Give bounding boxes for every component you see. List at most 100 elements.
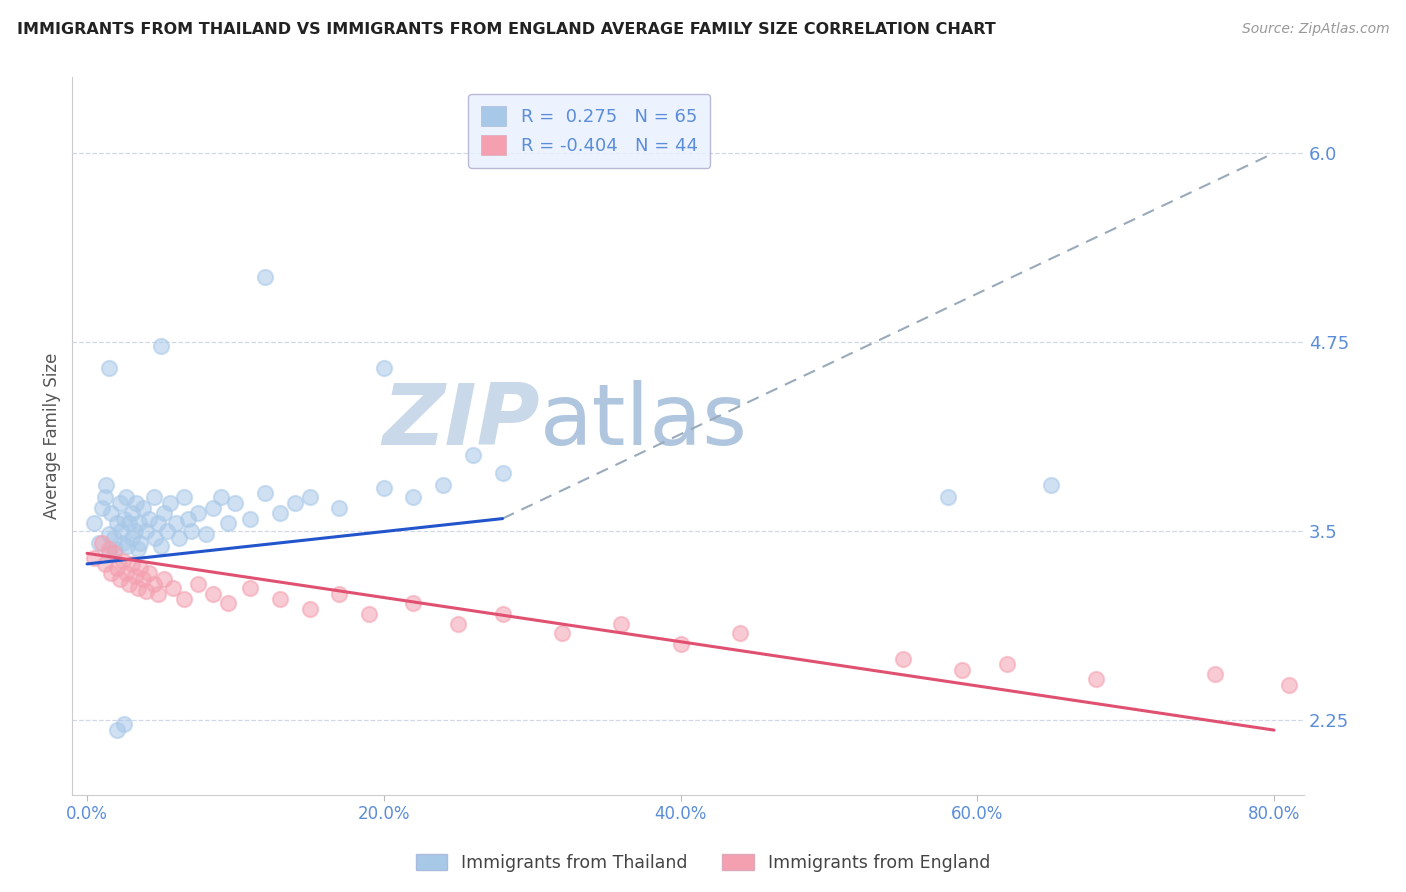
Text: IMMIGRANTS FROM THAILAND VS IMMIGRANTS FROM ENGLAND AVERAGE FAMILY SIZE CORRELAT: IMMIGRANTS FROM THAILAND VS IMMIGRANTS F…: [17, 22, 995, 37]
Point: [202, 587, 225, 601]
Point: [117, 516, 139, 530]
Point: [114, 491, 136, 505]
Point: [402, 491, 425, 505]
Point: [132, 572, 155, 586]
Point: [491, 607, 513, 621]
Point: [114, 566, 136, 580]
Point: [995, 657, 1018, 671]
Point: [110, 524, 132, 538]
Point: [187, 506, 209, 520]
Point: [83, 516, 105, 530]
Point: [111, 535, 134, 549]
Point: [1278, 678, 1301, 692]
Point: [180, 524, 202, 538]
Point: [138, 566, 160, 580]
Point: [610, 617, 633, 632]
Point: [129, 561, 152, 575]
Point: [121, 531, 143, 545]
Point: [402, 596, 425, 610]
Point: [90, 535, 112, 549]
Point: [254, 486, 277, 500]
Point: [94, 491, 117, 505]
Point: [150, 539, 173, 553]
Point: [129, 535, 152, 549]
Point: [217, 516, 239, 530]
Point: [194, 526, 217, 541]
Point: [159, 496, 181, 510]
Point: [127, 541, 149, 556]
Point: [124, 524, 146, 538]
Point: [1204, 667, 1226, 681]
Point: [1040, 478, 1063, 492]
Point: [148, 587, 170, 601]
Point: [891, 652, 914, 666]
Point: [142, 491, 165, 505]
Point: [284, 496, 307, 510]
Point: [357, 607, 380, 621]
Point: [105, 723, 128, 737]
Point: [153, 572, 176, 586]
Point: [156, 524, 179, 538]
Point: [173, 591, 195, 606]
Point: [132, 501, 155, 516]
Point: [162, 581, 184, 595]
Legend: R =  0.275   N = 65, R = -0.404   N = 44: R = 0.275 N = 65, R = -0.404 N = 44: [468, 94, 710, 168]
Point: [1085, 672, 1108, 686]
Point: [269, 506, 291, 520]
Point: [103, 531, 125, 545]
Point: [111, 554, 134, 568]
Point: [96, 478, 118, 492]
Point: [373, 360, 395, 375]
Point: [187, 576, 209, 591]
Point: [103, 546, 125, 560]
Point: [373, 482, 395, 496]
Point: [98, 546, 121, 560]
Point: [209, 491, 232, 505]
Point: [98, 541, 121, 556]
Point: [105, 516, 128, 530]
Point: [328, 501, 350, 516]
Point: [491, 467, 513, 481]
Point: [112, 717, 135, 731]
Legend: Immigrants from Thailand, Immigrants from England: Immigrants from Thailand, Immigrants fro…: [409, 847, 997, 879]
Point: [121, 557, 143, 571]
Point: [217, 596, 239, 610]
Point: [173, 491, 195, 505]
Point: [936, 491, 959, 505]
Point: [432, 478, 454, 492]
Point: [104, 541, 127, 556]
Point: [112, 511, 135, 525]
Text: atlas: atlas: [540, 380, 748, 464]
Point: [124, 569, 146, 583]
Point: [128, 516, 150, 530]
Point: [150, 339, 173, 353]
Point: [167, 531, 190, 545]
Point: [94, 557, 117, 571]
Point: [100, 506, 122, 520]
Point: [239, 581, 262, 595]
Y-axis label: Average Family Size: Average Family Size: [44, 353, 60, 519]
Point: [669, 637, 692, 651]
Point: [108, 496, 131, 510]
Point: [117, 576, 139, 591]
Point: [143, 531, 166, 545]
Point: [148, 516, 170, 530]
Point: [461, 448, 484, 462]
Point: [115, 539, 138, 553]
Point: [127, 581, 149, 595]
Point: [224, 496, 246, 510]
Point: [239, 511, 262, 525]
Point: [135, 584, 157, 599]
Point: [98, 526, 121, 541]
Point: [105, 561, 128, 575]
Point: [447, 617, 470, 632]
Point: [87, 535, 110, 549]
Point: [269, 591, 291, 606]
Point: [328, 587, 350, 601]
Point: [83, 550, 105, 565]
Point: [142, 576, 165, 591]
Point: [952, 663, 974, 677]
Text: ZIP: ZIP: [382, 380, 540, 464]
Text: Source: ZipAtlas.com: Source: ZipAtlas.com: [1241, 22, 1389, 37]
Point: [177, 511, 200, 525]
